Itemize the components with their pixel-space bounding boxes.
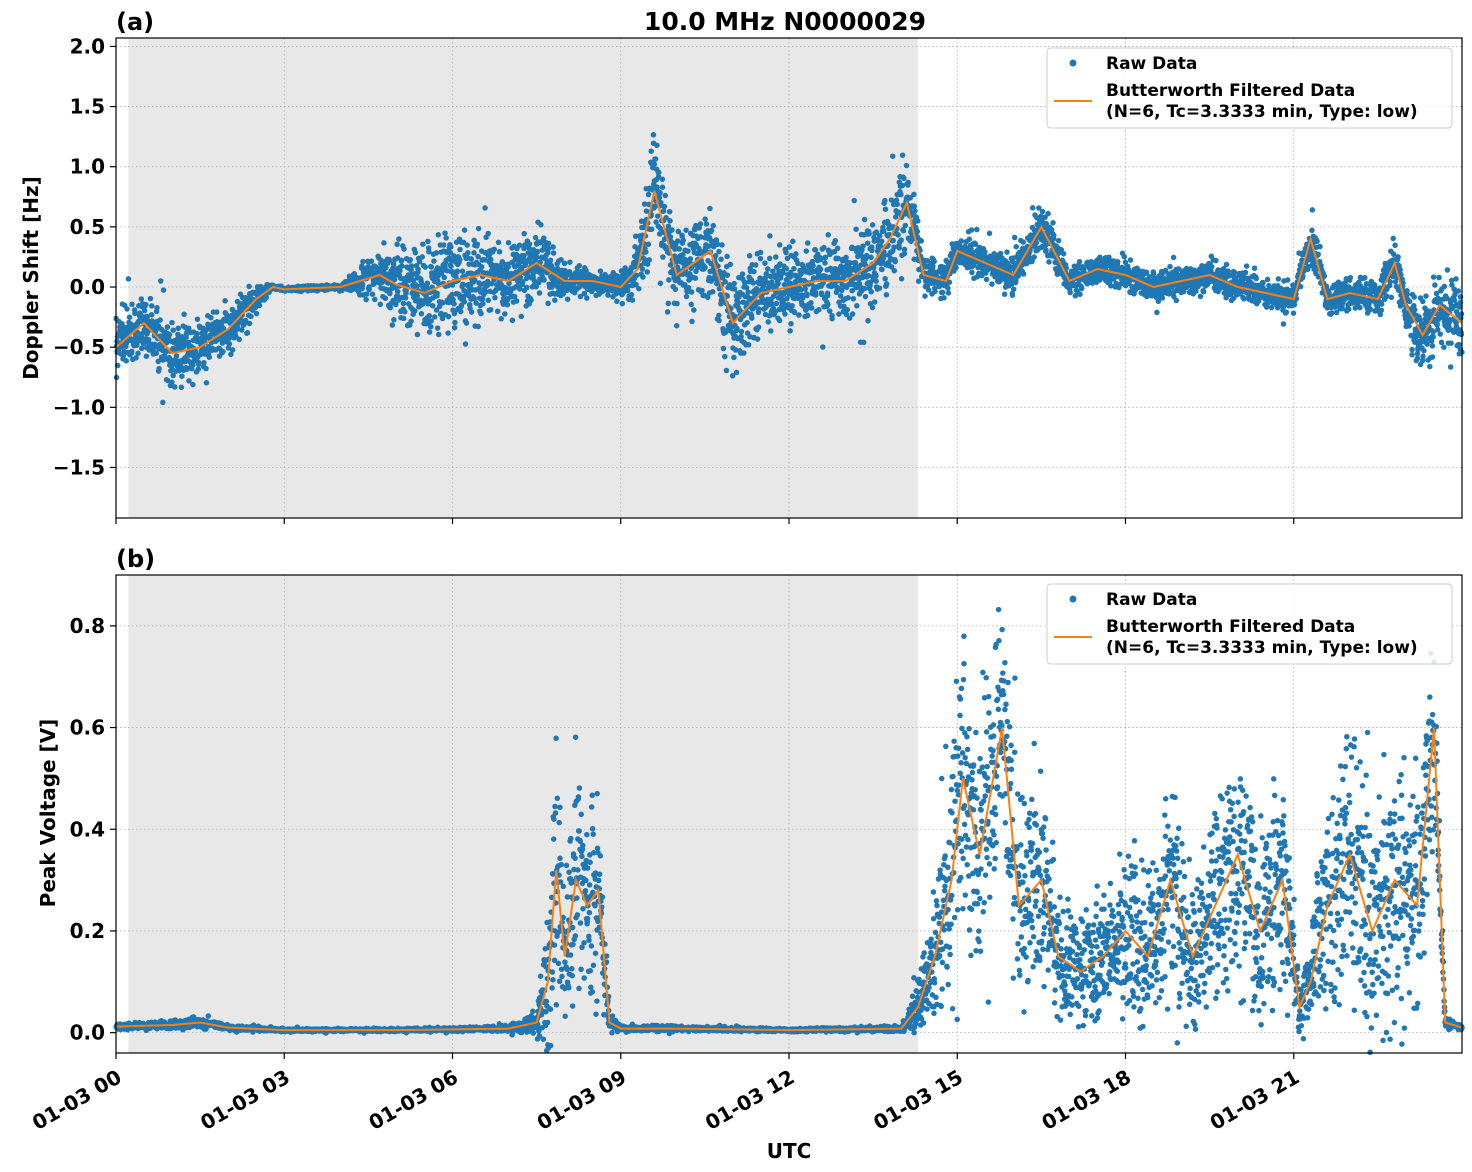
- y-tick-label: 0.8: [70, 614, 105, 638]
- panel-b-ylabel: Peak Voltage [V]: [36, 719, 60, 908]
- x-tick-label: 01-03 12: [701, 1065, 799, 1135]
- figure-title: 10.0 MHz N0000029: [644, 7, 926, 36]
- panel-a-label: (a): [116, 8, 154, 36]
- panel-b-x-ticks: 01-03 00 01-03 03 01-03 06 01-03 09 01-03 12…: [28, 1053, 1303, 1135]
- panel-b-night-shade: [128, 575, 918, 1053]
- doppler-panel: (a) Doppler Shift [Hz] −1.5 −1.0 −0.5 0.0 0.…: [19, 8, 1465, 524]
- panel-a-filtered-data: [115, 190, 1463, 355]
- panel-a-legend: Raw Data Butterworth Filtered Data (N=6,…: [1046, 47, 1453, 129]
- filtered-data-line: [115, 190, 1463, 355]
- panel-a-ylabel: Doppler Shift [Hz]: [19, 176, 43, 380]
- x-tick-label: 01-03 21: [1206, 1065, 1304, 1135]
- panel-a-legend-filtered-2: (N=6, Tc=3.3333 min, Type: low): [1106, 102, 1418, 122]
- y-tick-label: −1.0: [53, 395, 105, 419]
- y-tick-label: 1.5: [70, 95, 105, 119]
- y-tick-label: 1.0: [70, 155, 105, 179]
- panel-b-y-ticks: 0.0 0.2 0.4 0.6 0.8: [70, 614, 116, 1045]
- panel-a-frame: [115, 37, 1463, 519]
- panel-b-frame: [115, 574, 1463, 1054]
- panel-b-legend-filtered-2: (N=6, Tc=3.3333 min, Type: low): [1106, 638, 1418, 658]
- panel-b-legend-raw-marker: [1069, 595, 1077, 603]
- panel-b-legend-filtered-1: Butterworth Filtered Data: [1106, 617, 1355, 637]
- x-tick-label: 01-03 06: [364, 1065, 462, 1135]
- panel-a-x-ticks: [115, 518, 1295, 524]
- y-tick-label: −0.5: [53, 335, 105, 359]
- y-tick-label: 0.0: [70, 1021, 105, 1045]
- panel-a-legend-raw-marker: [1069, 59, 1077, 67]
- panel-b-filtered-data: [115, 727, 1463, 1032]
- panel-a-legend-filtered-1: Butterworth Filtered Data: [1106, 81, 1355, 101]
- night-shade-rect: [128, 575, 918, 1053]
- panel-b-legend-raw: Raw Data: [1106, 590, 1197, 610]
- x-axis-label: UTC: [767, 1139, 812, 1163]
- y-tick-label: 0.0: [70, 275, 105, 299]
- x-tick-label: 01-03 03: [196, 1065, 294, 1135]
- panel-b-label: (b): [116, 545, 155, 573]
- x-tick-label: 01-03 09: [533, 1065, 631, 1135]
- y-tick-label: −1.5: [53, 455, 105, 479]
- panel-a-y-ticks: −1.5 −1.0 −0.5 0.0 0.5 1.0 1.5 2.0: [53, 34, 116, 479]
- y-tick-label: 0.4: [70, 817, 105, 841]
- panel-b-legend: Raw Data Butterworth Filtered Data (N=6,…: [1046, 583, 1453, 665]
- y-tick-label: 0.2: [70, 919, 105, 943]
- x-tick-label: 01-03 00: [28, 1065, 126, 1135]
- x-tick-label: 01-03 15: [869, 1065, 967, 1135]
- x-tick-label: 01-03 18: [1037, 1065, 1135, 1135]
- y-tick-label: 2.0: [70, 34, 105, 58]
- y-tick-label: 0.5: [70, 215, 105, 239]
- voltage-panel: (b) Peak Voltage [V] 0.0 0.2 0.4 0.6 0.8 01-…: [28, 545, 1465, 1135]
- filtered-data-line: [115, 727, 1463, 1032]
- y-tick-label: 0.6: [70, 716, 105, 740]
- panel-a-legend-raw: Raw Data: [1106, 54, 1197, 74]
